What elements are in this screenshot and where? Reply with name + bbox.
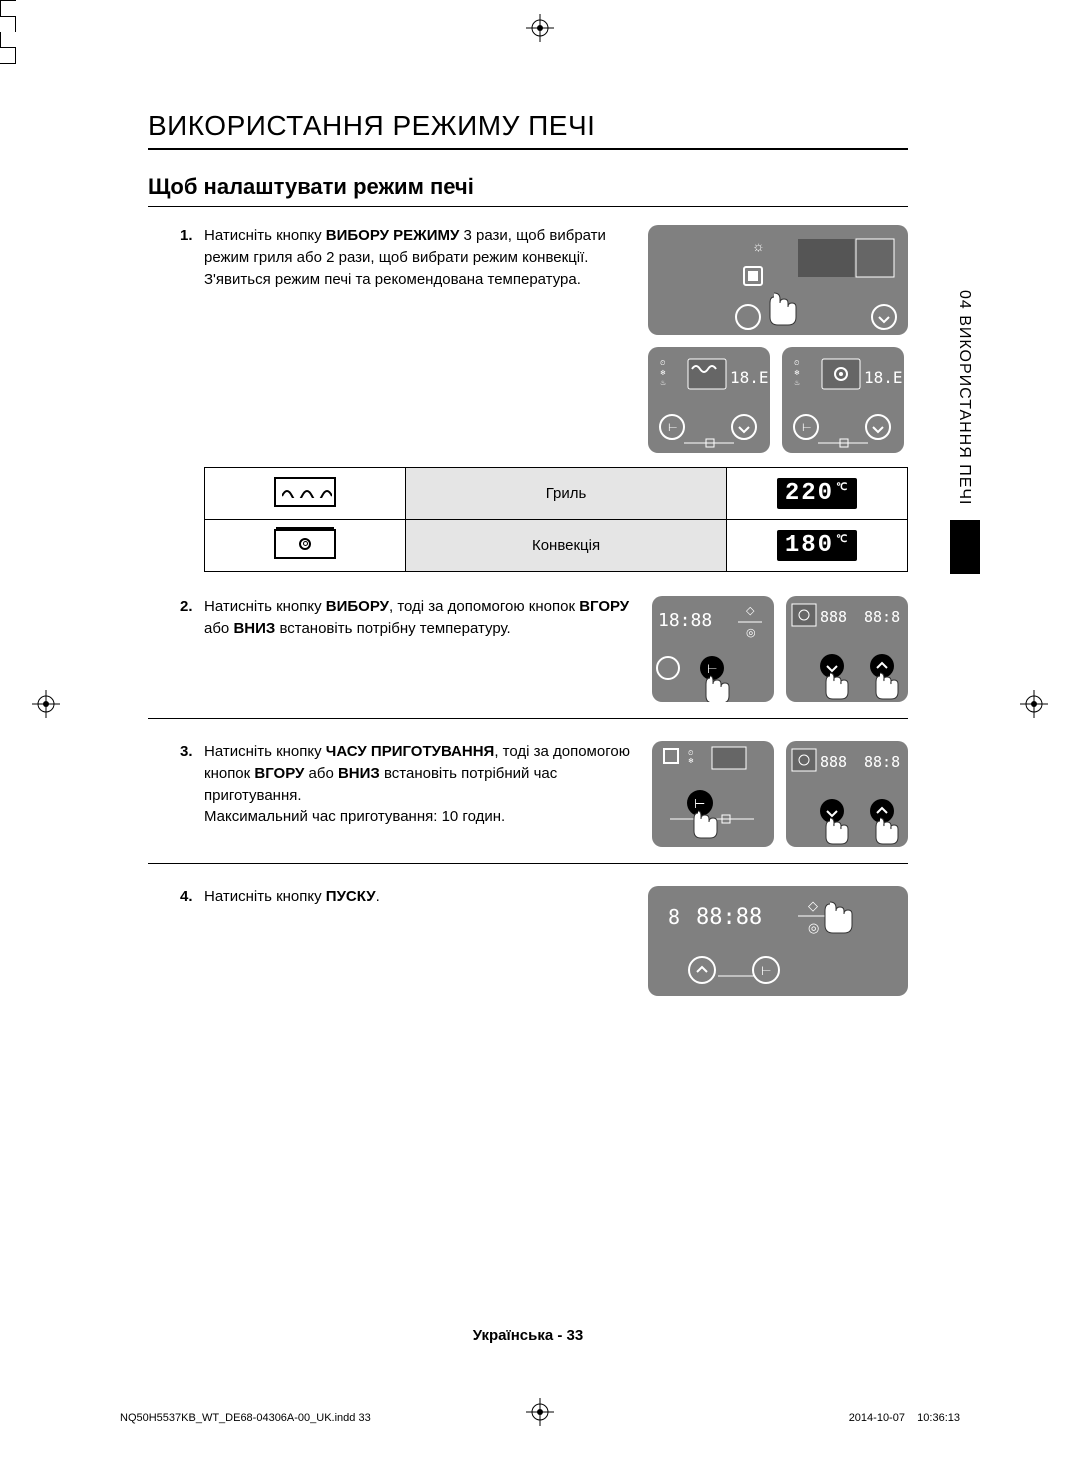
svg-text:♨: ♨	[660, 379, 666, 387]
svg-text:⊢: ⊢	[668, 422, 678, 434]
svg-text:⏲: ⏲	[688, 750, 694, 757]
grill-icon-cell	[205, 468, 406, 520]
panel-select-figure: 18:88 ◇ ◎ ⊢	[652, 596, 774, 702]
table-row: Конвекція 180℃	[205, 520, 908, 572]
print-footer-timestamp: 2014-10-07 10:36:13	[849, 1412, 960, 1424]
grill-mode-icon	[274, 477, 336, 507]
svg-text:◇: ◇	[746, 605, 755, 617]
divider	[148, 863, 908, 864]
svg-text:◎: ◎	[808, 920, 819, 935]
registration-mark-icon	[526, 14, 554, 42]
svg-text:⏲: ⏲	[660, 360, 666, 367]
svg-text:⊢: ⊢	[694, 796, 705, 811]
grill-temp-display: 220℃	[727, 468, 908, 520]
panel-time-updown-figure: 888 88:8	[786, 741, 908, 847]
svg-text:88:8: 88:8	[864, 753, 900, 771]
print-footer-filename: NQ50H5537KB_WT_DE68-04306A-00_UK.indd 33	[120, 1412, 371, 1424]
svg-text:88:88: 88:88	[696, 905, 762, 930]
section-tab: 04 ВИКОРИСТАННЯ ПЕЧІ	[950, 280, 980, 650]
convection-icon-cell	[205, 520, 406, 572]
page-title: ВИКОРИСТАННЯ РЕЖИМУ ПЕЧІ	[148, 110, 908, 150]
registration-mark-icon	[1020, 690, 1048, 718]
step-2-text: 2.Натисніть кнопку ВИБОРУ, тоді за допом…	[148, 596, 634, 702]
table-row: Гриль 220℃	[205, 468, 908, 520]
step-4-text: 4.Натисніть кнопку ПУСКУ.	[148, 886, 630, 996]
svg-text:888: 888	[820, 753, 847, 771]
svg-text:❄: ❄	[688, 757, 694, 765]
svg-text:88:8: 88:8	[864, 608, 900, 626]
convection-temp-display: 180℃	[727, 520, 908, 572]
svg-text:18.E: 18.E	[864, 368, 903, 387]
panel-start-figure: 8 88:88 ◇ ◎ ⊢	[648, 886, 908, 996]
panel-convection-figure: 18.E ⏲ ❄ ♨ ⊢	[782, 347, 904, 453]
svg-text:⊢: ⊢	[707, 662, 717, 676]
panel-grill-figure: 18.E ⏲ ❄ ♨ ⊢	[648, 347, 770, 453]
svg-text:❄: ❄	[660, 369, 666, 377]
step-3-figures: ⏲❄ ⊢ 888 88:8	[652, 741, 908, 847]
convection-mode-icon	[274, 529, 336, 559]
svg-text:♨: ♨	[794, 379, 800, 387]
svg-text:☼: ☼	[752, 238, 765, 254]
step-2: 2.Натисніть кнопку ВИБОРУ, тоді за допом…	[148, 596, 908, 702]
step-1-figures: ☼ 18.E	[648, 225, 908, 453]
divider	[148, 718, 908, 719]
grill-label: Гриль	[405, 468, 726, 520]
svg-text:◇: ◇	[808, 898, 818, 913]
svg-text:18:88: 18:88	[658, 610, 712, 631]
crop-mark	[0, 0, 16, 16]
registration-mark-icon	[32, 690, 60, 718]
section-tab-label: 04 ВИКОРИСТАННЯ ПЕЧІ	[950, 280, 978, 516]
page-content: ВИКОРИСТАННЯ РЕЖИМУ ПЕЧІ Щоб налаштувати…	[148, 110, 908, 1340]
step-4-figures: 8 88:88 ◇ ◎ ⊢	[648, 886, 908, 996]
crop-mark	[0, 32, 16, 48]
svg-text:18.E: 18.E	[730, 368, 769, 387]
step-3: 3.Натисніть кнопку ЧАСУ ПРИГОТУВАННЯ, то…	[148, 741, 908, 847]
step-2-figures: 18:88 ◇ ◎ ⊢ 888 88:8	[652, 596, 908, 702]
step-1: 1.Натисніть кнопку ВИБОРУ РЕЖИМУ 3 рази,…	[148, 225, 908, 453]
svg-text:8: 8	[668, 905, 680, 929]
crop-mark	[0, 16, 16, 32]
svg-text:⊢: ⊢	[802, 422, 812, 434]
print-footer: NQ50H5537KB_WT_DE68-04306A-00_UK.indd 33…	[120, 1412, 960, 1424]
section-title: Щоб налаштувати режим печі	[148, 174, 908, 207]
step-1-text: 1.Натисніть кнопку ВИБОРУ РЕЖИМУ 3 рази,…	[148, 225, 630, 453]
step-number: 2.	[180, 596, 204, 618]
svg-text:❄: ❄	[794, 369, 800, 377]
crop-mark	[0, 48, 16, 64]
svg-text:⊢: ⊢	[761, 964, 771, 978]
step-number: 4.	[180, 886, 204, 908]
svg-text:⏲: ⏲	[794, 360, 800, 367]
section-tab-marker	[950, 520, 980, 574]
panel-time-figure: ⏲❄ ⊢	[652, 741, 774, 847]
control-panel-figure: ☼	[648, 225, 908, 335]
convection-label: Конвекція	[405, 520, 726, 572]
step-number: 3.	[180, 741, 204, 763]
mode-table: Гриль 220℃ Конвекція 180℃	[204, 467, 908, 572]
step-3-text: 3.Натисніть кнопку ЧАСУ ПРИГОТУВАННЯ, то…	[148, 741, 634, 847]
svg-text:888: 888	[820, 608, 847, 626]
step-4: 4.Натисніть кнопку ПУСКУ. 8 88:88 ◇ ◎ ⊢	[148, 886, 908, 996]
step-number: 1.	[180, 225, 204, 247]
panel-updown-figure: 888 88:8	[786, 596, 908, 702]
svg-text:◎: ◎	[746, 627, 756, 639]
page-footer: Українська - 33	[148, 1327, 908, 1344]
